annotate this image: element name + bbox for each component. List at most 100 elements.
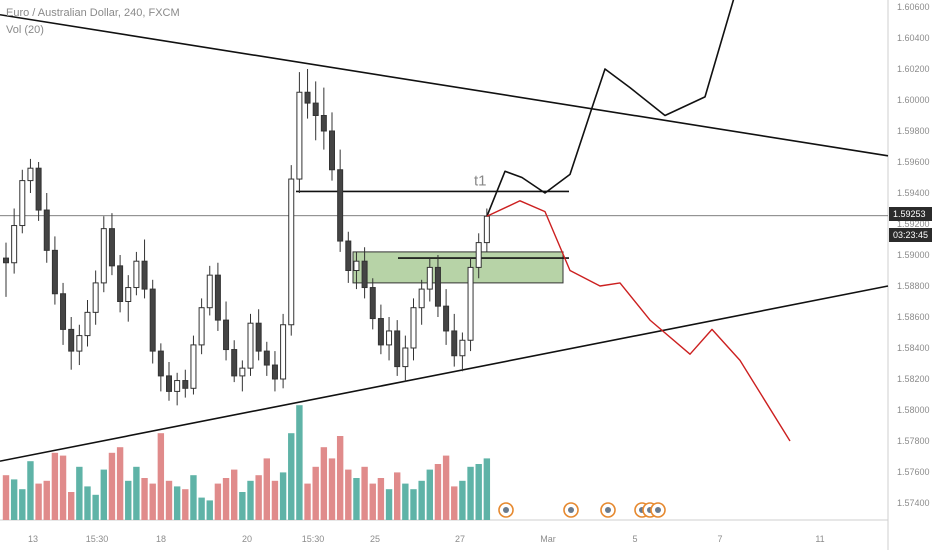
time-tick-label: 13: [28, 534, 38, 544]
price-tick-label: 1.59600: [897, 157, 930, 167]
volume-bar: [84, 486, 91, 520]
volume-bar: [345, 469, 352, 520]
candle-body: [443, 305, 450, 332]
volume-bar: [459, 480, 466, 520]
volume-bar: [206, 500, 213, 520]
volume-bar: [19, 489, 26, 520]
bearish-forecast-path: [486, 200, 791, 442]
candle-body: [92, 282, 99, 313]
candle-body: [141, 260, 148, 290]
candle-body: [263, 350, 270, 366]
candle-body: [206, 274, 213, 309]
volume-bar: [116, 447, 124, 520]
t1-annotation: t1: [474, 172, 487, 189]
price-tick-label: 1.57400: [897, 498, 930, 508]
candle-body: [467, 266, 474, 341]
time-tick-label: 15:30: [86, 534, 109, 544]
volume-bar: [296, 405, 303, 520]
price-tick-label: 1.57600: [897, 467, 930, 477]
price-tick-label: 1.59000: [897, 250, 930, 260]
candle-body: [231, 349, 238, 377]
volume-bar: [353, 478, 360, 520]
trendline-upper: [0, 13, 889, 157]
candle-body: [84, 311, 91, 337]
candle-body: [280, 324, 287, 380]
candle-body: [255, 322, 262, 352]
price-tick-label: 1.58200: [897, 374, 930, 384]
time-tick-label: 11: [815, 534, 824, 544]
candle-body: [19, 180, 26, 227]
price-tick-label: 1.59800: [897, 126, 930, 136]
volume-bar: [451, 486, 458, 520]
volume-bar: [410, 489, 417, 520]
candle-body: [214, 274, 221, 321]
time-tick-label: Mar: [540, 534, 556, 544]
volume-bar: [483, 458, 491, 520]
price-tick-label: 1.58600: [897, 312, 930, 322]
candle-body: [247, 322, 254, 369]
volume-bar: [108, 452, 116, 520]
volume-bar: [198, 497, 205, 520]
price-tick-label: 1.58800: [897, 281, 930, 291]
volume-bar: [149, 483, 156, 520]
volume-indicator-label[interactable]: Vol (20): [6, 24, 44, 36]
candle-body: [320, 115, 327, 132]
price-tick-label: 1.58400: [897, 343, 930, 353]
economic-event-icon-center: [655, 507, 661, 513]
candle-body: [418, 288, 425, 309]
candle-body: [475, 242, 482, 268]
candle-body: [312, 102, 319, 116]
candle-body: [345, 240, 352, 272]
volume-bar: [418, 480, 425, 520]
candle-body: [337, 169, 344, 242]
candle-body: [369, 287, 376, 320]
volume-bar: [239, 492, 246, 520]
volume-bar: [336, 436, 344, 520]
volume-bar: [255, 475, 262, 520]
time-tick-label: 7: [717, 534, 722, 544]
volume-bar: [320, 447, 328, 520]
candle-body: [410, 307, 417, 349]
candle-body: [157, 350, 164, 377]
symbol-title[interactable]: Euro / Australian Dollar, 240, FXCM: [6, 7, 180, 19]
volume-bar: [361, 466, 368, 520]
time-tick-label: 18: [156, 534, 166, 544]
volume-bar: [68, 492, 75, 520]
trendline-lower: [0, 285, 889, 462]
volume-bar: [394, 472, 401, 520]
volume-bar: [51, 452, 59, 520]
price-tick-label: 1.59400: [897, 188, 930, 198]
candle-body: [223, 319, 230, 351]
volume-bar: [10, 479, 18, 520]
volume-bar: [182, 489, 189, 520]
time-tick-label: 15:30: [302, 534, 325, 544]
volume-bar: [222, 478, 230, 520]
volume-bar: [214, 483, 222, 520]
candle-body: [329, 130, 335, 171]
volume-bar: [2, 475, 10, 520]
volume-bar: [426, 469, 433, 520]
volume-bar: [434, 464, 442, 520]
candle-body: [434, 266, 441, 307]
candle-body: [68, 328, 75, 352]
candle-body: [198, 307, 205, 346]
candle-body: [3, 257, 9, 264]
price-tick-label: 1.57800: [897, 436, 930, 446]
price-tick-label: 1.59200: [897, 219, 930, 229]
volume-bar: [271, 480, 279, 520]
candle-body: [459, 339, 466, 357]
candle-body: [182, 380, 189, 389]
time-tick-label: 27: [455, 534, 465, 544]
candle-body: [11, 225, 18, 264]
candle-body: [43, 209, 50, 251]
candle-body: [190, 344, 197, 389]
candle-body: [402, 347, 409, 368]
volume-bar: [165, 480, 173, 520]
volume-bar: [385, 489, 393, 520]
candle-body: [125, 287, 132, 302]
economic-event-icon-center: [568, 507, 574, 513]
time-tick-label: 5: [632, 534, 637, 544]
candle-body: [149, 288, 156, 352]
